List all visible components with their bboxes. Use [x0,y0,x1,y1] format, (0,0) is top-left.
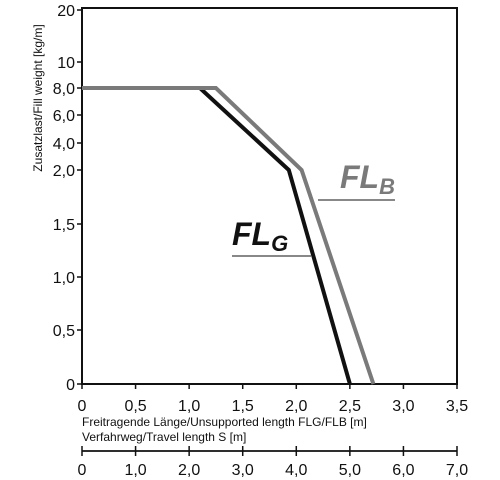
x2-tick-label: 0 [78,462,87,479]
y-tick-label: 1,0 [53,270,75,287]
x2-axis-title: Verfahrweg/Travel length S [m] [82,430,246,444]
x-tick-label: 3,5 [446,398,468,415]
series-label-main: FL [340,159,379,195]
y-tick-label: 2,0 [53,163,75,180]
series-label-sub: B [379,174,395,199]
y-tick-label: 1,5 [53,217,75,234]
x2-tick-label: 2,0 [178,462,200,479]
x-axis-title: Freitragende Länge/Unsupported length FL… [82,415,367,429]
x-tick-label: 1,0 [178,398,200,415]
series-label-flb: FLB [340,159,395,199]
x2-tick-label: 5,0 [339,462,361,479]
y-tick-label: 6,0 [53,108,75,125]
x2-tick-label: 7,0 [446,462,468,479]
series-layer [82,86,376,385]
series-line-flg [82,86,352,385]
x2-tick-label: 3,0 [232,462,254,479]
y-tick-label: 0 [66,377,75,394]
tick-layer: 0 0,5 1,0 1,5 2,0 4,0 6,0 8,0 10 20 0 0,5 1,0 1,5 2,0 2… [53,3,468,479]
label-layer: Zusatzlast/Fill weight [kg/m] Freitragend… [31,24,395,444]
y-tick-label: 0,5 [53,323,75,340]
x-tick-label: 0 [78,398,87,415]
x-tick-label: 2,0 [285,398,307,415]
y-tick-label: 8,0 [53,81,75,98]
x-tick-label: 0,5 [124,398,146,415]
x2-tick-label: 6,0 [392,462,414,479]
plot-area [81,7,458,385]
x-tick-label: 3,0 [392,398,414,415]
series-label-flg: FLG [232,216,288,256]
series-line-flb [82,86,376,385]
x2-tick-label: 1,0 [124,462,146,479]
x-tick-label: 2,5 [339,398,361,415]
x2-tick-label: 4,0 [285,462,307,479]
y-tick-label: 20 [57,3,75,20]
y-tick-label: 10 [57,55,75,72]
series-label-main: FL [232,216,271,252]
plot-frame [81,7,458,385]
series-label-sub: G [271,231,288,256]
y-axis-title: Zusatzlast/Fill weight [kg/m] [31,24,45,171]
y-tick-label: 4,0 [53,136,75,153]
x-tick-label: 1,5 [232,398,254,415]
